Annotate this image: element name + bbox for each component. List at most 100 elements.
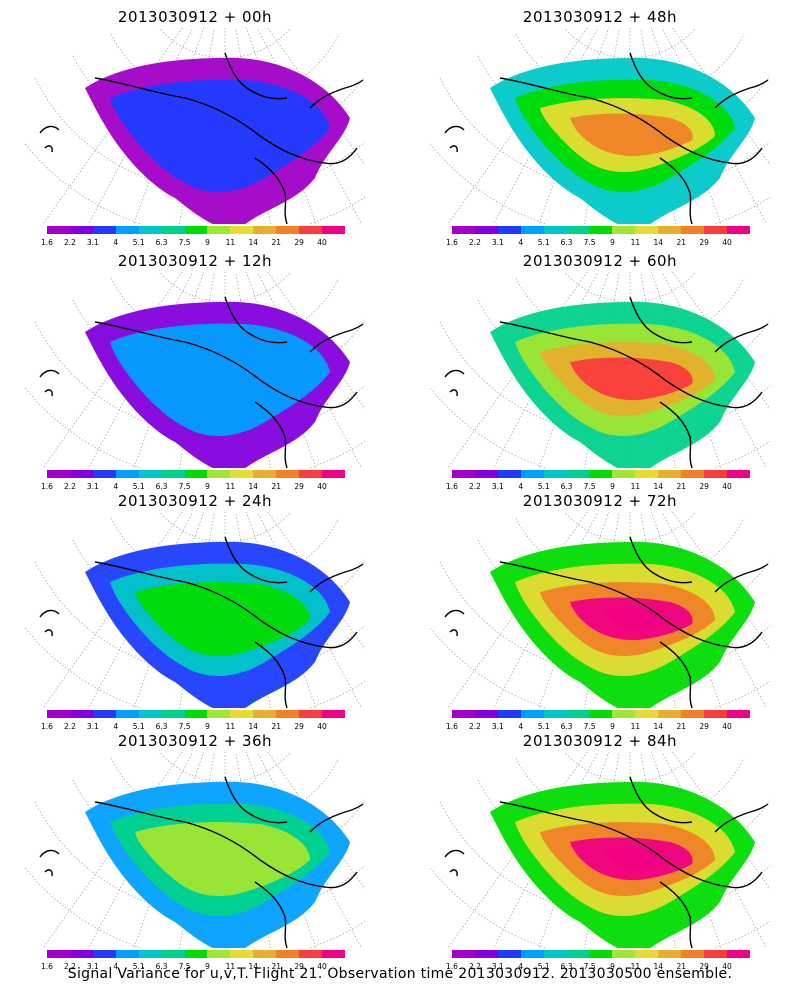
colorbar-swatch	[474, 226, 498, 234]
coastline-segment	[94, 561, 358, 649]
colorbar-swatch	[452, 470, 475, 478]
coastline-segment	[39, 609, 60, 637]
variance-map	[25, 272, 365, 468]
coastline	[444, 52, 769, 224]
colorbar-swatch	[520, 710, 544, 718]
colorbar-swatch	[207, 950, 231, 958]
colorbar-swatch	[299, 950, 323, 958]
colorbar-tick-label: 14	[248, 482, 259, 491]
colorbar-tick-label: 40	[722, 722, 732, 731]
colorbar-tick-label: 3.1	[86, 722, 99, 731]
colorbar-tick-label: 7.5	[178, 238, 191, 247]
colorbar-tick-label: 29	[699, 722, 709, 731]
variance-contour	[570, 113, 693, 157]
colorbar-swatch	[276, 470, 300, 478]
colorbar-tick-label: 1.6	[446, 238, 458, 247]
colorbar-swatch	[452, 226, 475, 234]
colorbar-swatch	[589, 226, 613, 234]
colorbar-tick-label: 29	[699, 482, 709, 491]
colorbar-tick-label: 4	[518, 962, 524, 971]
meridian	[245, 272, 317, 468]
colorbar-swatch	[543, 470, 567, 478]
colorbar-swatch	[276, 226, 300, 234]
colorbar-tick-label: 1.6	[41, 482, 53, 491]
colorbar-tick-label: 9	[205, 482, 210, 491]
colorbar-swatch	[704, 470, 728, 478]
colorbar-tick-label: 5.1	[537, 482, 550, 491]
variance-map	[25, 512, 365, 708]
latitude-circle	[564, 272, 696, 303]
colorbar-tick-label: 21	[271, 962, 281, 971]
colorbar-swatch	[299, 470, 323, 478]
forecast-panel: 2013030912 + 60h 1.6 2.2 3.1 4 5.1 6.3 7.5 9 11 14…	[430, 250, 770, 492]
coastline-segment	[94, 321, 358, 409]
colorbar-swatch	[497, 950, 521, 958]
colorbar-swatch	[276, 710, 300, 718]
latitude-circle	[159, 512, 291, 543]
forecast-panel: 2013030912 + 24h 1.6 2.2 3.1 4 5.1 6.3 7.5 9 11 14…	[25, 490, 365, 732]
colorbar-swatch	[452, 950, 475, 958]
coastline-segment	[254, 641, 288, 708]
latitude-circle	[159, 28, 291, 59]
colorbar-tick-label: 11	[225, 962, 236, 971]
colorbar-tick-label: 14	[248, 962, 259, 971]
colorbar-tick-label: 1.6	[41, 962, 53, 971]
colorbar-swatch	[589, 950, 613, 958]
coastline-segment	[309, 323, 364, 353]
meridian	[538, 512, 610, 708]
colorbar-swatch	[497, 226, 521, 234]
latitude-circle	[159, 272, 291, 303]
colorbar-swatch	[184, 470, 208, 478]
colorbar-tick-label: 4	[518, 482, 524, 491]
panel-title: 2013030912 + 60h	[522, 252, 678, 270]
forecast-panel: 2013030912 + 00h 1.6 2.2 3.1 4 5.1 6.3 7.5 9 11 14…	[25, 6, 365, 248]
colorbar-labels: 1.6 2.2 3.1 4 5.1 6.3 7.5 9 11 14 21 29 40	[446, 962, 750, 972]
variance-map	[25, 28, 365, 224]
colorbar-tick-label: 3.1	[491, 962, 504, 971]
colorbar-swatch	[727, 950, 750, 958]
colorbar-tick-label: 4	[518, 722, 524, 731]
panel-title: 2013030912 + 36h	[117, 732, 273, 750]
coastline	[39, 536, 364, 708]
colorbar-tick-label: 40	[317, 482, 327, 491]
colorbar-tick-label: 4	[113, 238, 119, 247]
colorbar-swatch	[69, 226, 93, 234]
meridian	[538, 272, 610, 468]
colorbar-tick-label: 9	[205, 962, 210, 971]
colorbar-labels: 1.6 2.2 3.1 4 5.1 6.3 7.5 9 11 14 21 29 40	[41, 722, 345, 732]
colorbar-swatch	[566, 710, 590, 718]
colorbar-tick-label: 11	[225, 482, 236, 491]
colorbar-tick-label: 40	[317, 238, 327, 247]
colorbar-tick-label: 29	[294, 238, 304, 247]
colorbar-tick-label: 29	[699, 238, 709, 247]
colorbar-swatch	[589, 470, 613, 478]
colorbar-tick-label: 7.5	[178, 962, 191, 971]
coastline-segment	[499, 801, 763, 889]
coastline-segment	[714, 323, 769, 353]
colorbar-swatch	[161, 710, 185, 718]
map-canvas	[25, 752, 365, 948]
colorbar-tick-label: 5.1	[537, 722, 550, 731]
coastline-segment	[39, 125, 60, 153]
coastline-segment	[444, 609, 465, 637]
variance-contour	[135, 822, 310, 897]
coastline-segment	[629, 776, 693, 824]
colorbar-tick-label: 7.5	[178, 482, 191, 491]
colorbar-tick-label: 6.3	[155, 962, 168, 971]
coastline-segment	[224, 52, 288, 100]
coastline-segment	[659, 157, 693, 224]
colorbar-swatch	[230, 710, 254, 718]
colorbar-tick-label: 5.1	[537, 962, 550, 971]
latitude-circle	[564, 512, 696, 543]
coastline-segment	[659, 881, 693, 948]
colorbar-swatch	[658, 470, 682, 478]
colorbar-swatch	[161, 470, 185, 478]
colorbar	[47, 950, 345, 958]
coastline	[444, 776, 769, 948]
colorbar-tick-label: 14	[248, 722, 259, 731]
colorbar-tick-label: 2.2	[468, 482, 481, 491]
coastline-segment	[39, 369, 60, 397]
panel-title: 2013030912 + 24h	[117, 492, 273, 510]
coastline-segment	[254, 157, 288, 224]
colorbar-swatch	[474, 950, 498, 958]
